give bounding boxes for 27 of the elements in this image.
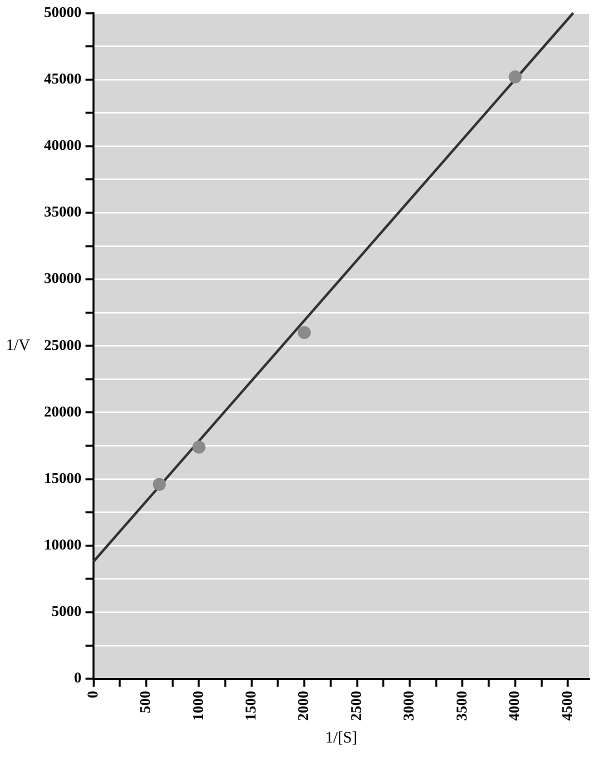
y-tick-label: 45000 <box>44 71 82 88</box>
x-tick-label: 4000 <box>507 690 524 721</box>
point <box>298 326 311 340</box>
x-tick-label: 2000 <box>296 690 312 721</box>
x-tick-label: 500 <box>138 690 154 714</box>
x-tick-label: 0 <box>85 690 102 698</box>
y-tick-label: 0 <box>74 670 82 687</box>
y-tick-label: 5000 <box>52 604 82 620</box>
y-tick-label: 35000 <box>44 204 82 221</box>
y-tick-label: 25000 <box>44 338 82 354</box>
x-tick-label: 1000 <box>190 690 207 721</box>
y-tick-label: 40000 <box>44 138 82 154</box>
y-tick-label: 50000 <box>44 4 82 21</box>
y-tick-label: 15000 <box>44 470 82 487</box>
point <box>508 70 522 84</box>
y-tick-label: 10000 <box>44 538 82 554</box>
y-tick-label: 30000 <box>44 271 82 288</box>
point <box>192 440 206 454</box>
x-tick-label: 1500 <box>244 690 260 721</box>
point <box>152 478 166 491</box>
y-tick-label: 20000 <box>44 404 82 420</box>
x-tick-label: 3000 <box>402 690 418 721</box>
x-axis-title: 1/[S] <box>325 730 358 747</box>
x-tick-label: 3500 <box>454 690 470 721</box>
x-tick-label: 2500 <box>348 690 365 721</box>
y-axis-title: 1/V <box>6 337 30 354</box>
x-tick-label: 4500 <box>560 690 576 721</box>
